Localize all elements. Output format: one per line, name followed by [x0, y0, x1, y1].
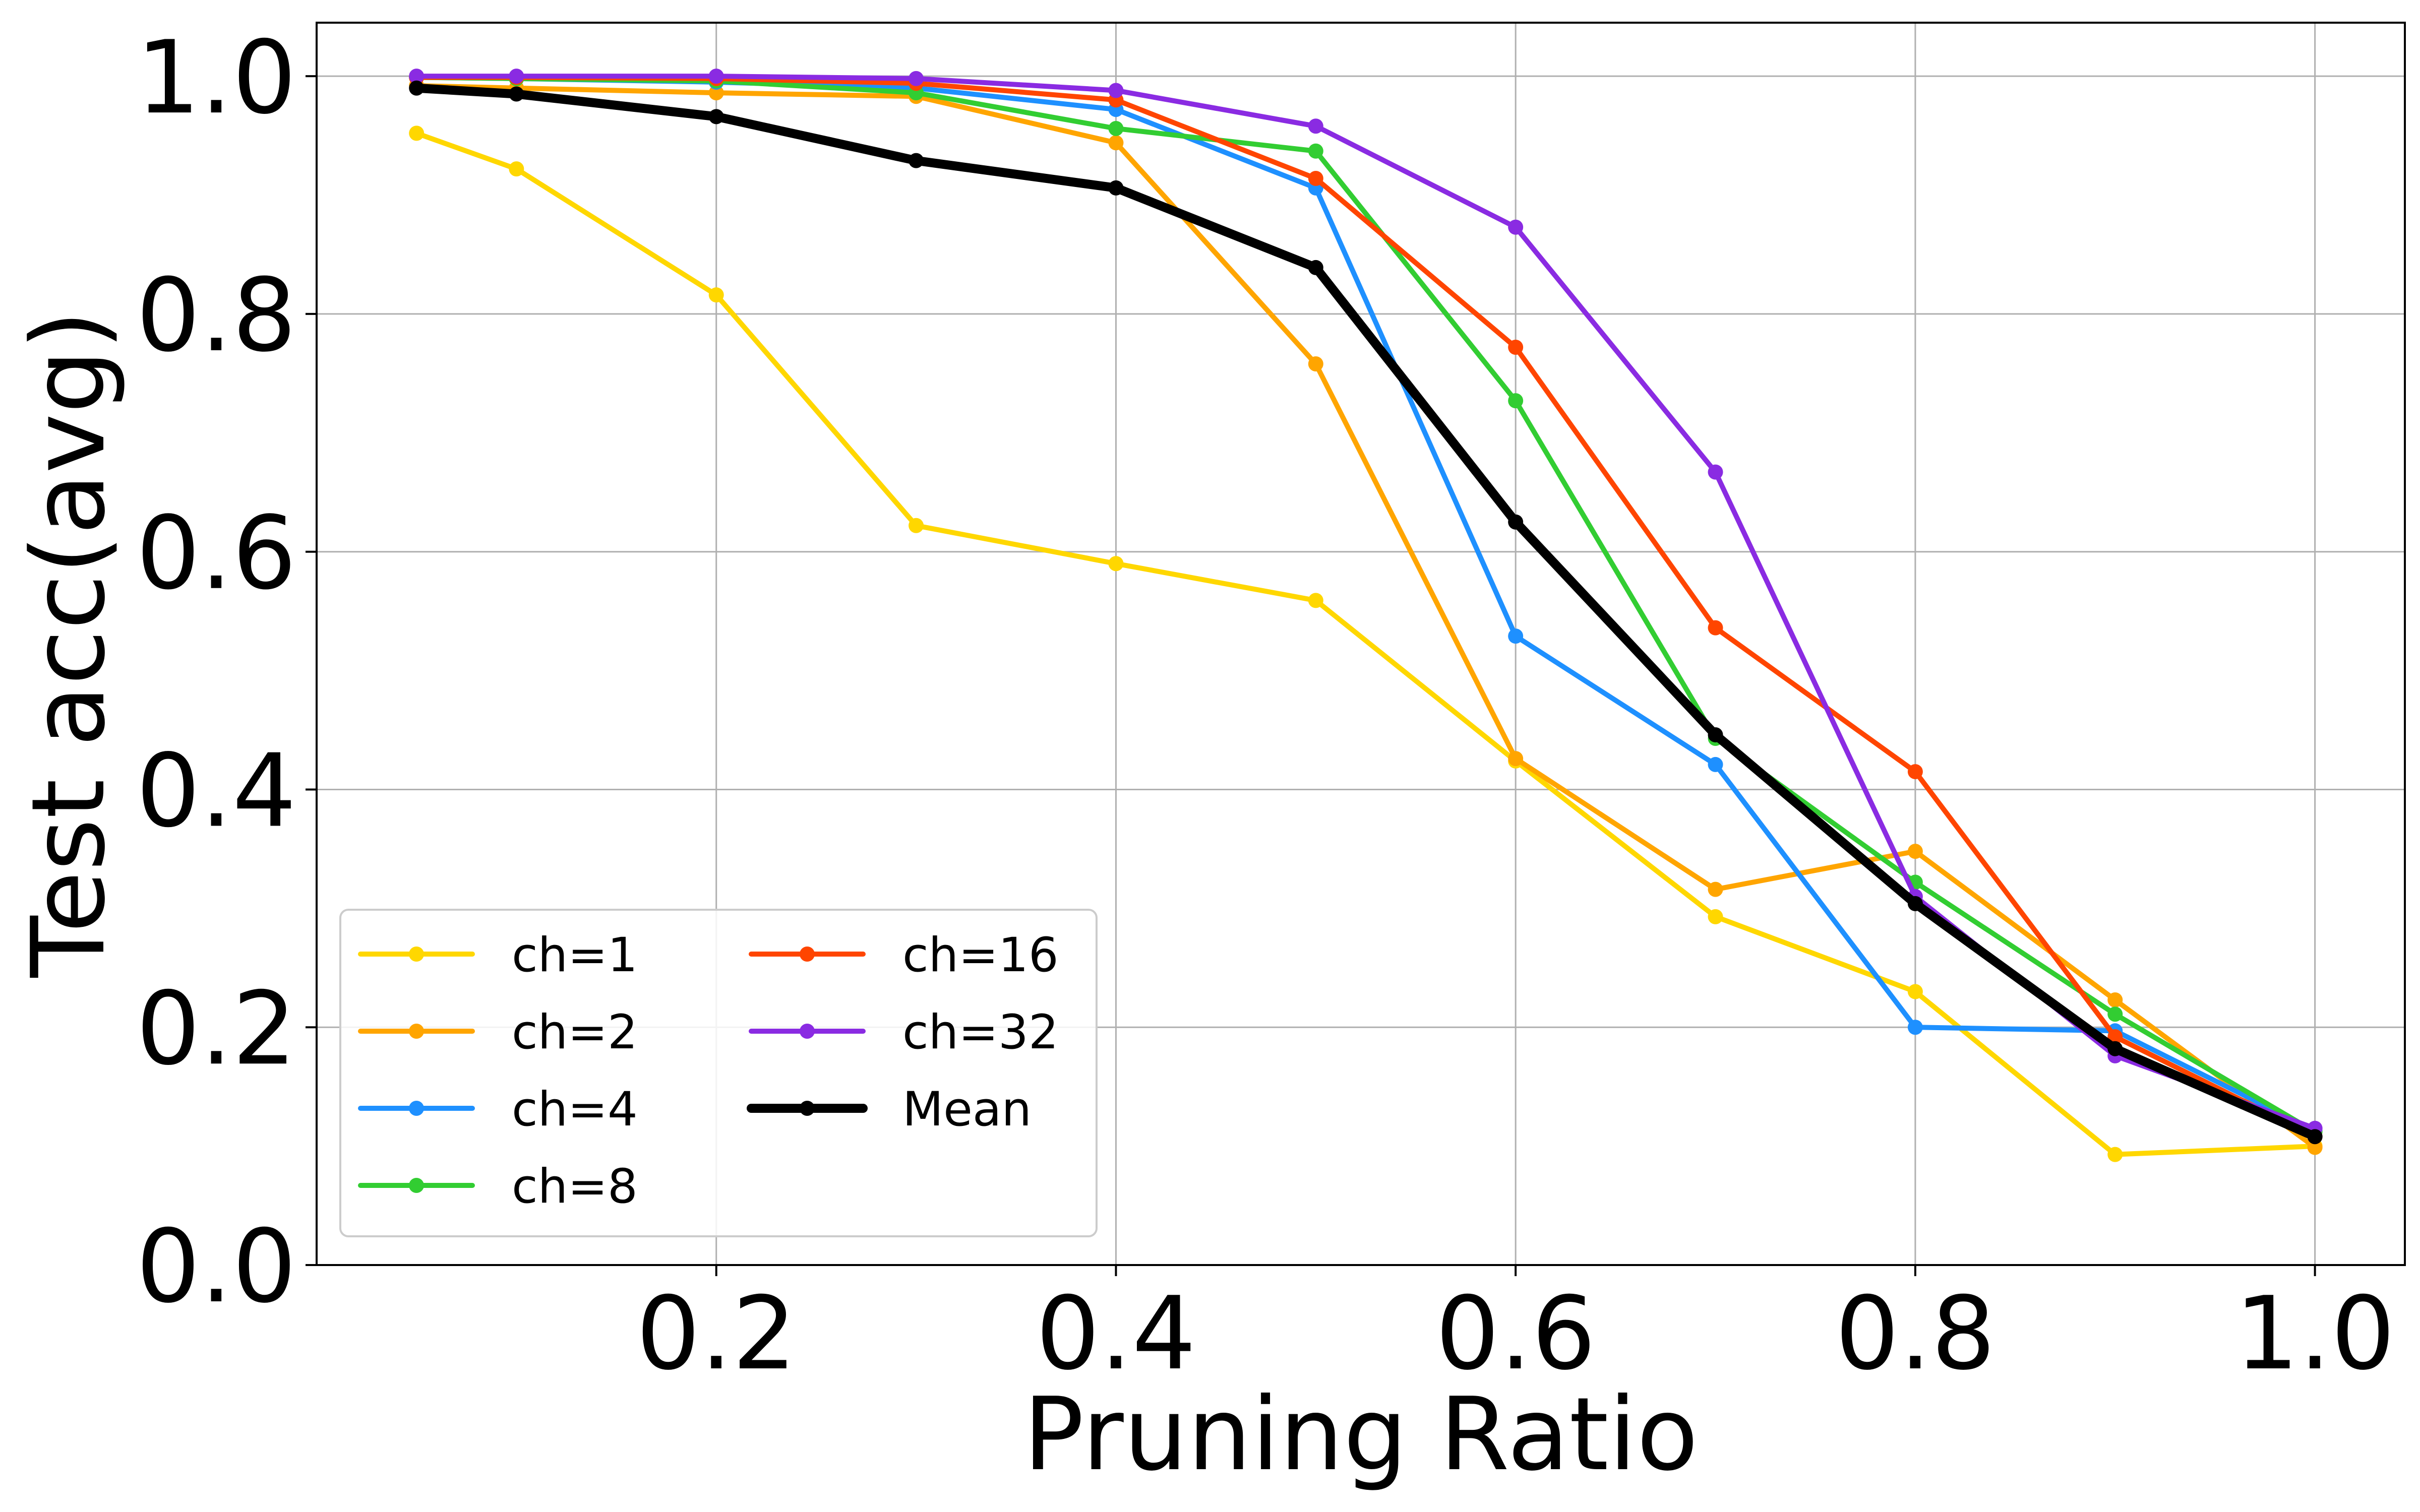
legend-label: ch=1 — [512, 928, 638, 983]
x-tick-label: 0.6 — [1435, 1275, 1596, 1393]
data-point — [1907, 896, 1923, 911]
data-point — [2107, 1041, 2123, 1056]
data-point — [1508, 628, 1524, 644]
data-point — [909, 518, 924, 533]
data-point — [708, 287, 724, 303]
legend-item: ch=8 — [358, 1159, 638, 1214]
legend-label: Mean — [902, 1082, 1032, 1137]
legend-marker — [409, 1178, 424, 1193]
legend-label: ch=16 — [902, 928, 1059, 983]
legend-marker — [800, 947, 815, 962]
data-point — [1508, 514, 1524, 530]
data-point — [708, 85, 724, 101]
legend-item: ch=4 — [358, 1082, 638, 1137]
legend-box — [339, 909, 1098, 1237]
y-tick-label: 0.2 — [136, 970, 296, 1088]
y-tick-label: 0.8 — [136, 257, 296, 374]
data-point — [509, 69, 524, 84]
y-axis-label: Test acc(avg) — [10, 310, 128, 978]
legend-marker — [800, 1024, 815, 1039]
data-point — [1108, 135, 1124, 151]
legend-label: ch=32 — [902, 1005, 1059, 1060]
x-tick-label: 0.4 — [1036, 1275, 1196, 1393]
data-point — [509, 161, 524, 177]
series-mean — [409, 80, 2323, 1145]
data-point — [1108, 83, 1124, 98]
legend-marker — [409, 947, 424, 962]
x-axis-label: Pruning Ratio — [1023, 1376, 1698, 1493]
legend-item: ch=2 — [358, 1005, 638, 1060]
data-point — [1708, 909, 1723, 924]
x-tick-label: 0.2 — [636, 1275, 797, 1393]
data-point — [1308, 143, 1323, 159]
data-point — [409, 69, 425, 84]
data-point — [1308, 118, 1323, 134]
x-tick-label: 1.0 — [2235, 1275, 2395, 1393]
data-point — [1108, 180, 1124, 196]
data-point — [1508, 219, 1524, 235]
data-point — [409, 80, 425, 96]
data-point — [1308, 356, 1323, 371]
data-point — [2307, 1140, 2323, 1155]
data-point — [1907, 1020, 1923, 1035]
data-point — [409, 125, 425, 141]
legend-item: ch=16 — [749, 928, 1059, 983]
data-point — [1708, 464, 1723, 480]
data-point — [2107, 1147, 2123, 1162]
legend-marker — [800, 1101, 815, 1116]
axis-ticks: 0.2 0.4 0.6 0.8 1.0 0.0 0.2 0.4 0.6 0.8 1.0 — [136, 19, 2395, 1393]
legend-item: Mean — [747, 1082, 1032, 1137]
legend-marker — [409, 1024, 424, 1039]
y-tick-label: 0.6 — [136, 495, 296, 612]
y-tick-label: 1.0 — [136, 19, 296, 137]
data-point — [2107, 1006, 2123, 1022]
data-point — [509, 86, 524, 102]
legend-label: ch=4 — [512, 1082, 638, 1137]
legend-label: ch=8 — [512, 1159, 638, 1214]
legend-marker — [409, 1101, 424, 1116]
legend-item: ch=32 — [749, 1005, 1059, 1060]
data-point — [1508, 393, 1524, 409]
data-point — [1708, 881, 1723, 897]
data-point — [1308, 260, 1323, 275]
y-tick-label: 0.4 — [136, 732, 296, 850]
y-tick-label: 0.0 — [136, 1208, 296, 1326]
data-point — [1508, 339, 1524, 355]
plot-area-frame — [316, 22, 2406, 1266]
data-point — [1108, 120, 1124, 136]
data-point — [1907, 984, 1923, 999]
data-point — [1708, 757, 1723, 772]
data-point — [2107, 992, 2123, 1007]
legend-label: ch=2 — [512, 1005, 638, 1060]
x-tick-label: 0.8 — [1835, 1275, 1995, 1393]
legend: ch=1 ch=2 ch=4 ch=8 ch=16 ch=32 Mean — [339, 909, 1098, 1237]
data-point — [1708, 727, 1723, 742]
series-lines — [409, 69, 2323, 1162]
data-point — [1508, 751, 1524, 767]
data-point — [909, 71, 924, 86]
data-point — [1907, 764, 1923, 780]
data-point — [708, 109, 724, 124]
data-point — [1907, 844, 1923, 859]
data-point — [708, 69, 724, 84]
data-point — [1308, 171, 1323, 186]
data-point — [1708, 620, 1723, 636]
data-point — [1108, 556, 1124, 572]
data-point — [1308, 593, 1323, 608]
data-point — [2307, 1129, 2323, 1145]
data-point — [909, 153, 924, 168]
legend-item: ch=1 — [358, 928, 638, 983]
